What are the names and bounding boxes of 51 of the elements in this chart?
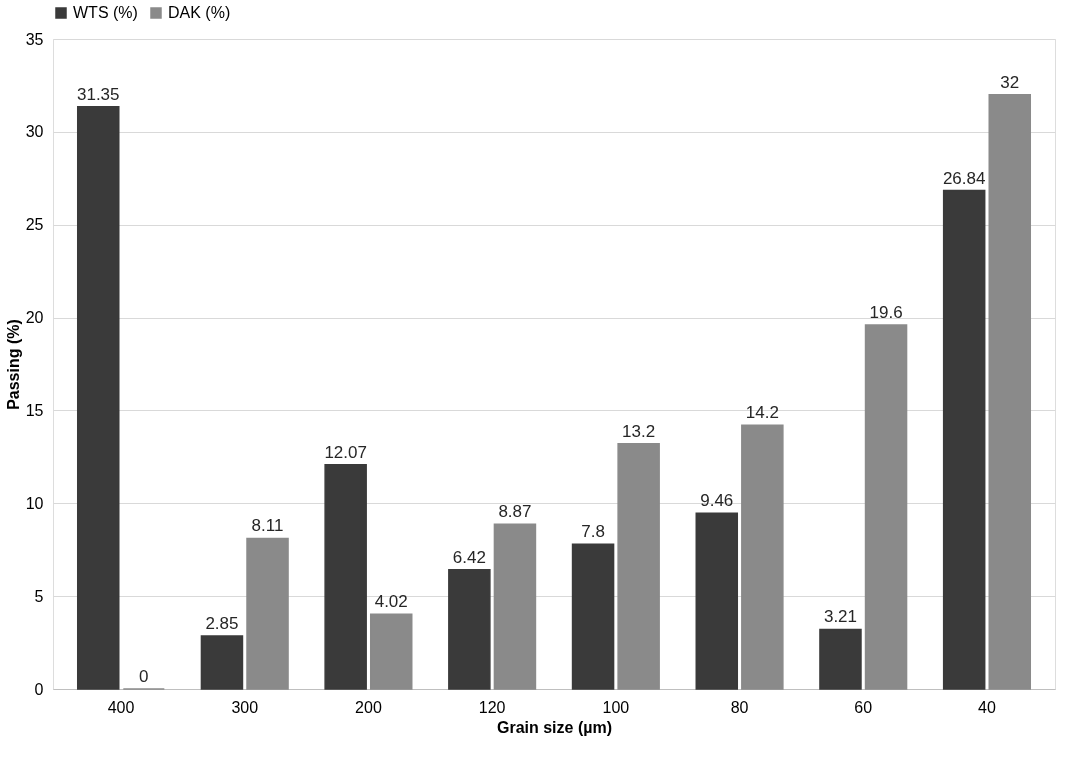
data-label: 0 bbox=[139, 667, 149, 686]
x-tick-label: 60 bbox=[854, 698, 873, 716]
data-label: 3.21 bbox=[823, 607, 858, 627]
data-label: 4.02 bbox=[374, 592, 408, 612]
bar bbox=[695, 512, 739, 690]
x-axis-title: Grain size (µm) bbox=[496, 718, 613, 736]
y-tick-label: 10 bbox=[25, 494, 44, 512]
x-tick-label: 300 bbox=[231, 698, 259, 716]
y-tick-label: 15 bbox=[25, 401, 44, 419]
data-label: 32 bbox=[1000, 72, 1020, 92]
y-tick-label: 35 bbox=[25, 30, 44, 48]
x-tick-label: 100 bbox=[602, 698, 630, 716]
legend-label: WTS (%) bbox=[73, 4, 138, 21]
x-tick-label: 80 bbox=[730, 698, 749, 716]
bar bbox=[369, 613, 413, 690]
y-tick-label: 20 bbox=[25, 309, 44, 327]
bar bbox=[864, 324, 908, 690]
bar bbox=[988, 93, 1032, 690]
data-label: 19.6 bbox=[869, 303, 903, 322]
data-label: 6.42 bbox=[452, 547, 486, 567]
y-tick-label: 30 bbox=[25, 123, 44, 141]
data-label: 7.8 bbox=[581, 522, 605, 542]
y-tick-label: 0 bbox=[34, 680, 44, 698]
data-label: 13.2 bbox=[622, 421, 656, 441]
bar bbox=[448, 569, 491, 690]
bar bbox=[76, 106, 120, 690]
x-tick-label: 40 bbox=[978, 698, 996, 716]
bar bbox=[324, 464, 367, 690]
data-label: 9.46 bbox=[700, 491, 734, 511]
x-tick-label: 200 bbox=[355, 698, 382, 716]
data-label: 26.84 bbox=[942, 168, 986, 188]
data-label: 31.35 bbox=[76, 84, 120, 104]
legend-label: DAK (%) bbox=[168, 4, 231, 21]
bar bbox=[942, 189, 986, 690]
data-label: 8.11 bbox=[251, 516, 284, 536]
bar bbox=[493, 523, 537, 690]
bar bbox=[617, 443, 660, 690]
y-tick-label: 5 bbox=[34, 587, 44, 605]
data-label: 12.07 bbox=[324, 442, 367, 462]
bar bbox=[741, 424, 784, 690]
bar bbox=[819, 628, 862, 690]
bar bbox=[571, 543, 615, 690]
bar bbox=[200, 635, 244, 690]
x-tick-label: 400 bbox=[107, 698, 135, 716]
data-label: 2.85 bbox=[205, 614, 239, 634]
data-label: 8.87 bbox=[498, 502, 532, 522]
bar bbox=[246, 537, 289, 690]
data-label: 14.2 bbox=[745, 403, 779, 423]
y-tick-label: 25 bbox=[25, 216, 44, 234]
y-axis-title: Passing (%) bbox=[4, 319, 22, 410]
x-tick-label: 120 bbox=[478, 698, 506, 716]
